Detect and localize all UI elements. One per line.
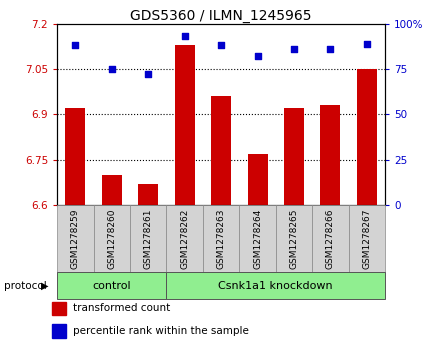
Text: GSM1278261: GSM1278261: [144, 208, 153, 269]
Bar: [239, 205, 276, 272]
Bar: [166, 272, 385, 299]
Bar: [320, 105, 341, 205]
Bar: [138, 184, 158, 205]
Text: GSM1278263: GSM1278263: [216, 208, 226, 269]
Bar: [52, 302, 66, 315]
Text: transformed count: transformed count: [73, 303, 170, 313]
Point: [290, 46, 297, 52]
Text: GSM1278259: GSM1278259: [71, 208, 80, 269]
Point: [108, 66, 115, 72]
Bar: [166, 205, 203, 272]
Bar: [284, 108, 304, 205]
Point: [254, 53, 261, 59]
Point: [363, 41, 370, 46]
Point: [145, 72, 152, 77]
Point: [327, 46, 334, 52]
Bar: [102, 175, 122, 205]
Bar: [276, 205, 312, 272]
Bar: [94, 205, 130, 272]
Bar: [57, 205, 94, 272]
Text: percentile rank within the sample: percentile rank within the sample: [73, 326, 249, 336]
Bar: [66, 108, 85, 205]
Bar: [203, 205, 239, 272]
Bar: [312, 205, 348, 272]
Text: GSM1278260: GSM1278260: [107, 208, 116, 269]
Title: GDS5360 / ILMN_1245965: GDS5360 / ILMN_1245965: [130, 9, 312, 23]
Bar: [52, 325, 66, 338]
Text: GSM1278262: GSM1278262: [180, 208, 189, 269]
Text: GSM1278265: GSM1278265: [290, 208, 298, 269]
Bar: [357, 69, 377, 205]
Text: control: control: [92, 281, 131, 291]
Bar: [175, 45, 194, 205]
Text: Csnk1a1 knockdown: Csnk1a1 knockdown: [218, 281, 333, 291]
Text: GSM1278267: GSM1278267: [362, 208, 371, 269]
Point: [181, 33, 188, 39]
Bar: [130, 205, 166, 272]
Text: protocol: protocol: [4, 281, 47, 291]
Text: GSM1278266: GSM1278266: [326, 208, 335, 269]
Text: ▶: ▶: [41, 281, 48, 291]
Point: [72, 42, 79, 48]
Bar: [57, 272, 166, 299]
Bar: [211, 96, 231, 205]
Text: GSM1278264: GSM1278264: [253, 208, 262, 269]
Bar: [248, 154, 268, 205]
Point: [218, 42, 225, 48]
Bar: [348, 205, 385, 272]
